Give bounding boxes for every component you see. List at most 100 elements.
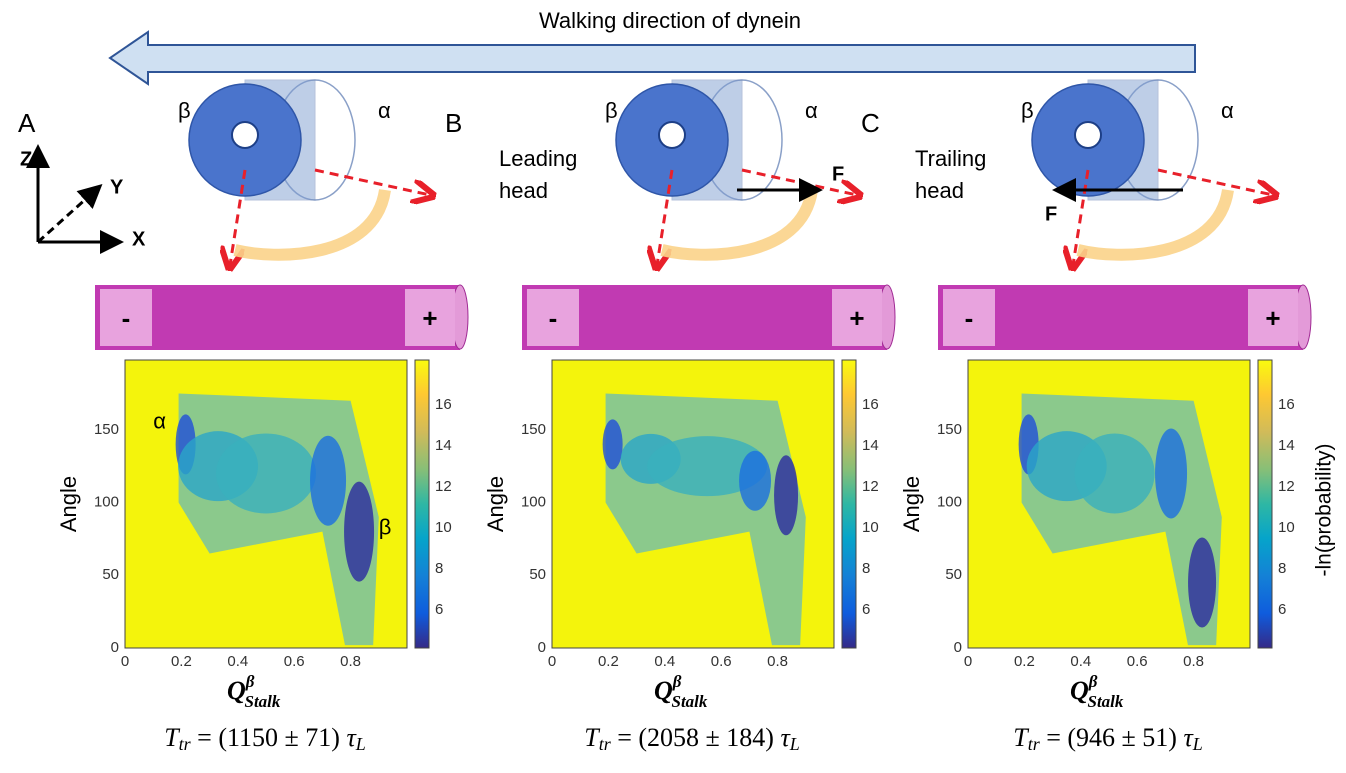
density-blob <box>1188 538 1216 628</box>
x-label-sup: β <box>1088 672 1098 691</box>
colorbar-tick-label: 14 <box>1278 437 1295 454</box>
ring-hole <box>659 122 685 148</box>
x-tick-label: 0.6 <box>284 653 305 670</box>
density-blob <box>739 451 771 511</box>
x-tick-label: 0.4 <box>654 653 675 670</box>
ring-label: α <box>1221 98 1234 123</box>
colorbar-tick-label: 12 <box>1278 478 1295 495</box>
colorbar-tick-label: 12 <box>435 478 452 495</box>
x-tick-label: 0.6 <box>1127 653 1148 670</box>
x-tick-label: 0.8 <box>767 653 788 670</box>
colorbar-tick-label: 12 <box>862 478 879 495</box>
panel: BβαLeadingheadF-+00.20.40.60.8050100150A… <box>445 80 895 754</box>
head-label: head <box>499 178 548 203</box>
density-blob <box>1155 428 1187 518</box>
density-blob <box>310 436 346 526</box>
panel-letter: B <box>445 108 462 138</box>
colorbar-tick-label: 10 <box>862 519 879 536</box>
force-label: F <box>1045 203 1057 225</box>
formula: Ttr = (946 ± 51) τL <box>1013 723 1203 754</box>
annotation: α <box>153 408 166 433</box>
x-label-sub: Stalk <box>1088 692 1124 711</box>
minus-label: - <box>965 303 974 333</box>
y-tick-label: 150 <box>521 421 546 438</box>
panel-letter: A <box>18 108 36 138</box>
x-tick-label: 0.8 <box>340 653 361 670</box>
head-label: Leading <box>499 146 577 171</box>
colorbar-tick-label: 6 <box>862 601 870 618</box>
panel: CβαTrailingheadF-+00.20.40.60.8050100150… <box>861 80 1311 754</box>
axis-x: X <box>132 228 146 250</box>
colorbar-tick-label: 6 <box>1278 601 1286 618</box>
x-tick-label: 0.2 <box>171 653 192 670</box>
y-tick-label: 50 <box>529 566 546 583</box>
colorbar-tick-label: 14 <box>435 437 452 454</box>
axes-legend <box>38 150 118 242</box>
formula-rhs: = (1150 ± 71) <box>191 723 347 752</box>
ring-label: β <box>605 98 618 123</box>
ring-label: β <box>1021 98 1034 123</box>
colorbar-tick-label: 6 <box>435 601 443 618</box>
formula: Ttr = (1150 ± 71) τL <box>164 723 366 754</box>
head-label: head <box>915 178 964 203</box>
y-tick-label: 0 <box>954 639 962 656</box>
x-tick-label: 0 <box>121 653 129 670</box>
force-label: F <box>832 163 844 185</box>
walking-arrow <box>110 32 1195 84</box>
formula: Ttr = (2058 ± 184) τL <box>584 723 800 754</box>
y-tick-label: 100 <box>521 494 546 511</box>
colorbar-tick-label: 8 <box>435 560 443 577</box>
annotation: β <box>379 515 392 540</box>
colorbar <box>1258 360 1272 648</box>
axis-z: Z <box>20 148 32 170</box>
x-label-sub: Stalk <box>672 692 708 711</box>
y-tick-label: 0 <box>111 639 119 656</box>
x-label-sub: Stalk <box>245 692 281 711</box>
colorbar-tick-label: 10 <box>1278 519 1295 536</box>
formula-rhs: = (946 ± 51) <box>1040 723 1184 752</box>
y-axis-label: Angle <box>56 476 81 532</box>
colorbar-tick-label: 8 <box>1278 560 1286 577</box>
plus-label: + <box>849 303 864 333</box>
y-tick-label: 50 <box>102 566 119 583</box>
density-blob <box>216 433 316 513</box>
ring-hole <box>1075 122 1101 148</box>
x-tick-label: 0 <box>964 653 972 670</box>
figure: Walking direction of dynein Z Y X -ln(pr… <box>0 0 1346 773</box>
x-label-base: Q <box>654 676 673 705</box>
x-label-base: Q <box>227 676 246 705</box>
minus-label: - <box>122 303 131 333</box>
colorbar-tick-label: 16 <box>862 396 879 413</box>
ring-label: α <box>378 98 391 123</box>
density-blob <box>1075 433 1155 513</box>
x-tick-label: 0.6 <box>711 653 732 670</box>
plus-label: + <box>422 303 437 333</box>
minus-label: - <box>549 303 558 333</box>
ring-hole <box>232 122 258 148</box>
ring-label: α <box>805 98 818 123</box>
x-axis-label: QβStalk <box>227 672 281 711</box>
ring-label: β <box>178 98 191 123</box>
x-tick-label: 0.4 <box>227 653 248 670</box>
colorbar-tick-label: 8 <box>862 560 870 577</box>
plus-label: + <box>1265 303 1280 333</box>
formula-sub: L <box>1192 734 1203 754</box>
x-tick-label: 0.8 <box>1183 653 1204 670</box>
y-tick-label: 150 <box>94 421 119 438</box>
colorbar <box>842 360 856 648</box>
y-axis-label: Angle <box>483 476 508 532</box>
y-tick-label: 50 <box>945 566 962 583</box>
colorbar-label: -ln(probability) <box>1313 443 1336 576</box>
formula-sub: L <box>355 734 366 754</box>
colorbar-tick-label: 14 <box>862 437 879 454</box>
panel-letter: C <box>861 108 880 138</box>
formula-rhs: = (2058 ± 184) <box>611 723 781 752</box>
axis-y: Y <box>110 176 124 198</box>
x-tick-label: 0.2 <box>1014 653 1035 670</box>
x-label-sup: β <box>672 672 682 691</box>
arrow-label: Walking direction of dynein <box>539 8 801 33</box>
x-tick-label: 0.2 <box>598 653 619 670</box>
colorbar <box>415 360 429 648</box>
